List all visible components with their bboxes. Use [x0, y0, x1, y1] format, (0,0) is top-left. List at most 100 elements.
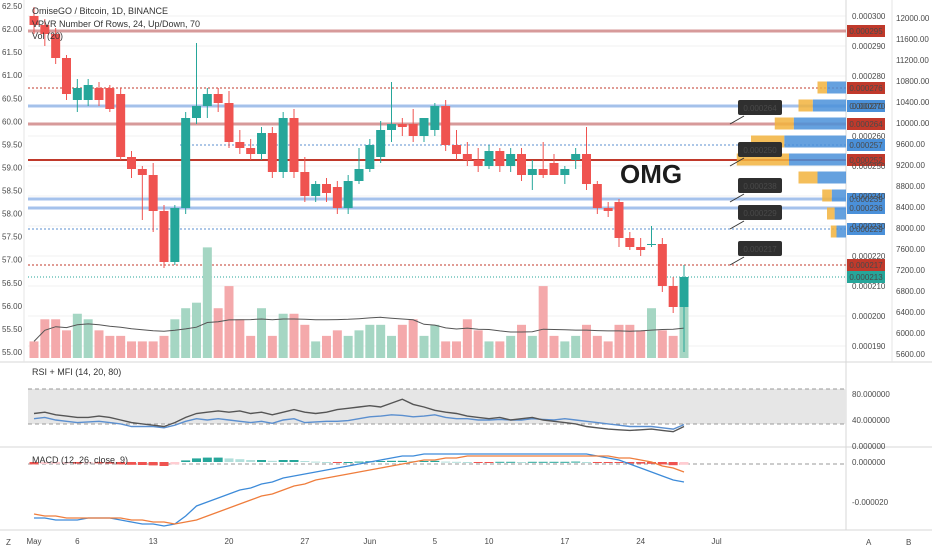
candle-body [278, 118, 288, 172]
candle-body [181, 118, 191, 208]
volume-bar [657, 330, 667, 358]
macd-hist-bar [246, 460, 256, 462]
candle-body [452, 145, 461, 154]
macd-hist-bar [311, 461, 321, 463]
mfi-line [33, 398, 685, 433]
rsi-axis-tick: 80.000000 [852, 390, 890, 399]
price-tag-label: 0.000217 [849, 261, 883, 270]
price-axis-tick: 0.000190 [852, 342, 886, 351]
candle [408, 109, 418, 142]
macd-legend: MACD (12, 26, close, 9) [32, 455, 128, 465]
volume-bar [582, 324, 591, 358]
volume-bar [452, 341, 461, 358]
time-axis-tick: 6 [75, 537, 80, 546]
left-axis-tick: 60.50 [2, 94, 23, 103]
candle-body [376, 130, 386, 157]
vpvr-profile [736, 81, 846, 238]
candle [430, 103, 440, 136]
price-tag: 0.000295 [847, 25, 885, 37]
volume-bar [267, 335, 277, 358]
volume-bar [72, 313, 82, 358]
time-axis-tick: 5 [433, 537, 438, 546]
candle-body [94, 88, 104, 100]
volume-bar [137, 341, 147, 358]
macd-hist-bar [462, 462, 472, 463]
left-axis-tick: 59.50 [2, 140, 23, 149]
candle [538, 142, 548, 178]
candle [148, 163, 158, 232]
macd-hist-bar [538, 461, 548, 463]
candle [83, 79, 93, 106]
macd-hist-bar [657, 462, 667, 465]
volume-bar [484, 341, 494, 358]
volume-bar [94, 330, 104, 358]
price-callouts: 0.000264 0.000250 0.000238 0.000229 0.000217 [729, 100, 782, 266]
volume-bar [647, 308, 656, 358]
price-axis-tick: 0.000260 [852, 132, 886, 141]
macd-hist-bar [332, 462, 342, 463]
macd-hist-bar [668, 462, 678, 466]
auto-scale-button[interactable]: A [866, 538, 872, 547]
price-tag-label: 0.000276 [849, 84, 883, 93]
candle [181, 112, 191, 214]
candle-body [224, 103, 234, 142]
candle [527, 160, 537, 190]
left-axis-tick: 56.00 [2, 302, 23, 311]
candle-body [549, 163, 559, 175]
vpvr-up-bar [812, 99, 846, 112]
volume-bar [192, 302, 201, 358]
callout-pointer [729, 157, 745, 167]
volume-bar [354, 330, 364, 358]
time-axis-tick: 27 [300, 537, 309, 546]
left-axis-tick: 61.00 [2, 71, 23, 80]
volume-bar [441, 341, 451, 358]
price-axis-tick: 0.000280 [852, 72, 886, 81]
price-callout[interactable]: 0.000229 [729, 205, 782, 230]
vpvr-down-bar [830, 225, 837, 238]
price-callout[interactable]: 0.000264 [729, 100, 782, 125]
left-axis-tick: 57.00 [2, 256, 23, 265]
candle-body [495, 151, 505, 166]
price-axis-tick: 0.000220 [852, 252, 886, 261]
macd-hist-bar [202, 457, 212, 462]
price-callout[interactable]: 0.000238 [729, 178, 782, 203]
candle-body [257, 133, 266, 154]
macd-hist-bar [94, 462, 104, 464]
volume-bar [430, 324, 440, 358]
candle-body [625, 238, 635, 247]
price-tag-bg [847, 223, 885, 235]
left-axis-tick: 62.00 [2, 25, 23, 34]
base-button[interactable]: B [906, 538, 911, 547]
volume-bar [29, 341, 39, 358]
candle [636, 238, 646, 256]
candle-body [83, 85, 93, 100]
candle [376, 121, 386, 163]
candle [495, 148, 505, 172]
volume-bar [51, 319, 61, 358]
macd-axis: 0.000000 -0.000020 [852, 458, 889, 507]
price-tag: 0.000213 [847, 271, 885, 283]
candle [224, 91, 234, 148]
price-callout[interactable]: 0.000250 [729, 142, 782, 167]
price-callout[interactable]: 0.000217 [729, 241, 782, 266]
macd-hist-bar [116, 462, 126, 465]
macd-hist-bar [300, 461, 310, 462]
left-axis: 62.50 62.00 61.50 61.00 60.50 60.00 59.50 59.00… [2, 2, 23, 357]
price-tag-label: 0.000239 [849, 195, 883, 204]
volume-bar [397, 324, 407, 358]
macd-hist-bar [343, 462, 353, 463]
candle-body [387, 124, 396, 130]
volume-bar [527, 335, 537, 358]
price-tag-bg [847, 82, 885, 94]
price-axis-tick: 0.000210 [852, 282, 886, 291]
timezone-icon[interactable]: Z [6, 538, 11, 547]
candle-body [614, 202, 624, 238]
candle-body [289, 118, 299, 172]
candle [582, 127, 591, 190]
candle [29, 7, 39, 34]
volume-axis-tick: 7200.00 [896, 266, 925, 275]
volume-bar [473, 330, 483, 358]
candle-body [213, 94, 223, 103]
candle-body [484, 151, 494, 166]
volume-axis-tick: 10400.00 [896, 98, 930, 107]
